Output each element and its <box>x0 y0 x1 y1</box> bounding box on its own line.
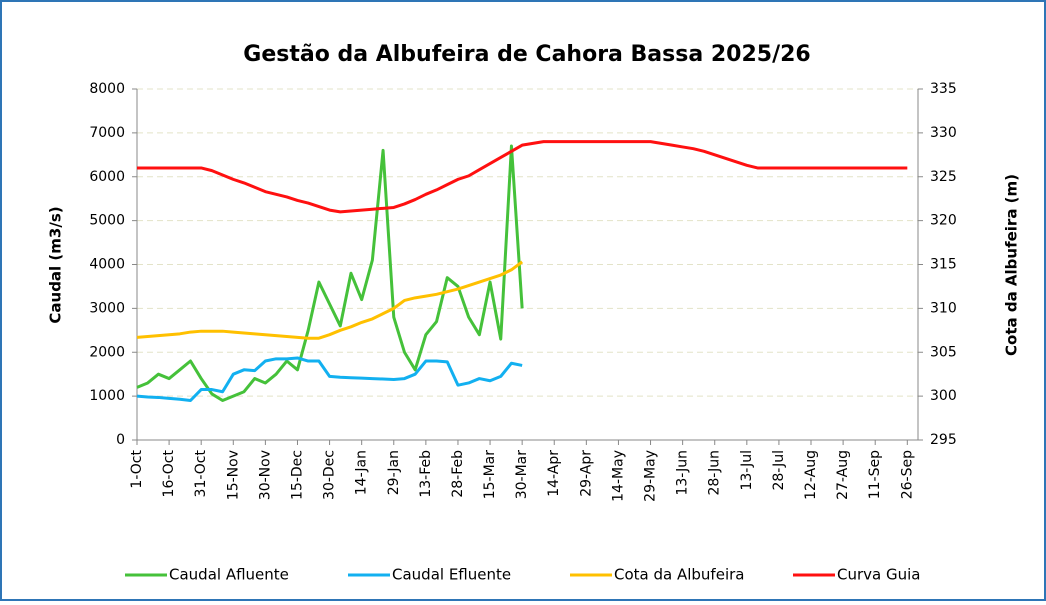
x-tick-label: 15-Mar <box>482 450 498 500</box>
series-line <box>136 144 524 403</box>
series-line <box>136 356 523 403</box>
y-axis-title: Caudal (m3/s) <box>47 206 65 323</box>
series-line <box>136 260 524 340</box>
x-tick-label: 31-Oct <box>193 449 209 497</box>
x-tick-label: 26-Sep <box>899 450 915 499</box>
y-tick-label: 1000 <box>89 388 125 404</box>
y2-tick-label: 325 <box>930 169 957 185</box>
x-tick-label: 28-Feb <box>450 450 466 498</box>
x-tick-label: 30-Dec <box>322 450 338 500</box>
x-tick-label: 15-Dec <box>289 450 305 500</box>
y-tick-label: 3000 <box>89 300 125 316</box>
legend-label: Cota da Albufeira <box>614 566 744 584</box>
y2-tick-label: 330 <box>930 125 957 141</box>
x-tick-label: 29-Apr <box>578 450 594 497</box>
y2-tick-label: 315 <box>930 257 957 273</box>
legend-label: Caudal Efluente <box>392 566 511 584</box>
x-tick-label: 27-Aug <box>835 450 851 500</box>
y2-tick-label: 305 <box>930 344 957 360</box>
x-tick-label: 28-Jun <box>707 450 723 496</box>
x-tick-label: 30-Mar <box>514 450 530 500</box>
y2-tick-label: 295 <box>930 432 957 448</box>
x-tick-label: 13-Feb <box>418 450 434 498</box>
y-tick-label: 6000 <box>89 169 125 185</box>
y-tick-label: 0 <box>116 432 125 448</box>
x-tick-label: 14-Jan <box>354 450 370 495</box>
chart-title: Gestão da Albufeira de Cahora Bassa 2025… <box>243 42 810 67</box>
y2-tick-label: 335 <box>930 81 957 97</box>
x-tick-label: 30-Nov <box>257 450 273 500</box>
x-tick-label: 15-Nov <box>225 450 241 500</box>
y-tick-label: 2000 <box>89 344 125 360</box>
series-line <box>137 140 908 214</box>
legend-label: Curva Guia <box>837 566 920 584</box>
x-tick-label: 29-Jan <box>386 450 402 495</box>
y-tick-label: 5000 <box>89 213 125 229</box>
y2-tick-label: 310 <box>930 300 957 316</box>
x-tick-label: 1-Oct <box>129 449 145 488</box>
x-tick-label: 11-Sep <box>867 450 883 499</box>
legend-label: Caudal Afluente <box>169 566 289 584</box>
x-tick-label: 16-Oct <box>161 449 177 497</box>
x-tick-label: 14-Apr <box>546 450 562 497</box>
y-tick-label: 8000 <box>89 81 125 97</box>
y-tick-label: 4000 <box>89 257 125 273</box>
x-tick-label: 14-May <box>610 450 626 502</box>
x-tick-label: 28-Jul <box>771 450 787 491</box>
y2-tick-label: 300 <box>930 388 957 404</box>
y-tick-label: 7000 <box>89 125 125 141</box>
x-tick-label: 13-Jul <box>739 450 755 491</box>
x-tick-label: 13-Jun <box>675 450 691 496</box>
y2-tick-label: 320 <box>930 213 957 229</box>
y2-axis-title: Cota da Albufeira (m) <box>1003 174 1021 356</box>
x-tick-label: 29-May <box>643 450 659 502</box>
x-tick-label: 12-Aug <box>803 450 819 500</box>
